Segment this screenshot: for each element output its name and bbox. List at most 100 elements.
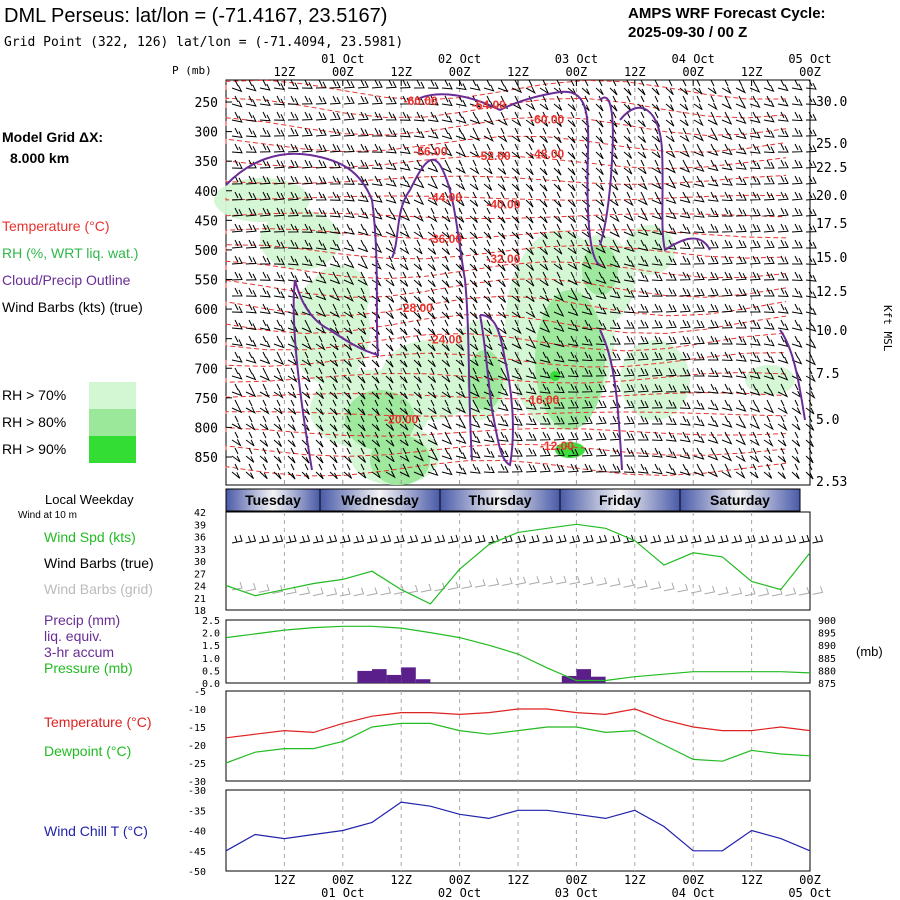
pressure-right-tick: 895 — [818, 629, 836, 640]
wind-barb — [707, 175, 719, 187]
wind-barb — [483, 159, 493, 175]
wind-barb — [581, 79, 590, 95]
wind-barb — [525, 191, 534, 208]
wind-barb — [609, 303, 621, 314]
wind-barb — [610, 463, 621, 473]
wind-barb — [736, 319, 747, 329]
wind-barb — [749, 351, 761, 363]
wind-barb — [651, 367, 663, 377]
wind-barb — [609, 447, 621, 457]
windchill-tick: -35 — [188, 806, 206, 817]
wind-barb — [343, 319, 353, 335]
wind-barb — [483, 271, 492, 288]
wind-barb — [609, 207, 620, 223]
wind-barb — [497, 79, 509, 93]
wind-barb — [651, 399, 663, 409]
wind-barb — [693, 271, 705, 281]
wind-barb — [259, 191, 271, 201]
wind-barb — [679, 351, 691, 361]
surface-wind-barb — [758, 534, 770, 544]
wind-barb — [805, 271, 817, 282]
cloud-outline-path — [599, 329, 623, 471]
wind-barbs-upper — [231, 79, 817, 480]
wind-barb — [791, 287, 803, 298]
wind-spd-tick: 36 — [194, 533, 206, 544]
wind-barb — [539, 447, 551, 457]
top-date-label: 04 Oct — [672, 52, 715, 66]
bottom-date-label: 02 Oct — [438, 886, 481, 900]
wind-barb — [343, 287, 354, 303]
wind-barb — [609, 223, 621, 238]
wind-barb — [455, 287, 464, 304]
grid-wind-barb — [393, 585, 405, 595]
wind-barb — [497, 111, 508, 127]
wind-barb — [315, 159, 327, 169]
grid-wind-barb — [555, 575, 567, 585]
grid-wind-barb — [461, 580, 473, 589]
wind-spd-tick: 39 — [194, 520, 206, 531]
wind-barb — [749, 159, 761, 170]
wind-barb — [665, 175, 677, 189]
wind-barb — [609, 95, 618, 112]
wind-barb — [231, 271, 243, 281]
wind-barb — [511, 191, 520, 208]
wind-barb — [777, 95, 789, 107]
wind-barb — [245, 447, 255, 463]
pressure-tick-label: 450 — [195, 214, 218, 229]
wind-barb — [693, 383, 705, 394]
wind-barb — [679, 79, 689, 95]
wind-barb — [441, 223, 451, 239]
wind-barb — [315, 207, 327, 217]
wind-barb — [427, 239, 437, 255]
wind-barb — [595, 431, 607, 441]
weekday-label: Wednesday — [341, 492, 419, 508]
wind-barb — [595, 399, 607, 409]
wind-barb — [665, 223, 677, 235]
wind-barb — [791, 223, 803, 233]
wind-barb — [777, 463, 786, 480]
series-line-Wind Chill T (°C) — [225, 801, 811, 852]
wind-barb — [329, 415, 338, 432]
surface-wind-barbs — [231, 534, 824, 544]
wind-barb — [273, 111, 285, 121]
wind-barb — [399, 287, 408, 303]
grid-wind-barb — [596, 577, 608, 586]
wind-barb — [791, 431, 801, 447]
wind-barb — [735, 367, 747, 379]
precip-bar — [576, 669, 591, 683]
wind-barb — [273, 159, 285, 169]
wind-barb — [623, 431, 635, 441]
wind-barb — [595, 367, 607, 377]
wind-barb — [708, 351, 719, 361]
wind-barb — [539, 351, 551, 364]
wind-barb — [483, 175, 493, 191]
wind-barb — [399, 399, 409, 415]
surface-wind-barb — [515, 534, 527, 544]
wind-barb — [539, 431, 551, 441]
wind-barb — [623, 415, 635, 425]
wind-barb — [567, 447, 579, 457]
wind-barb — [315, 255, 327, 267]
wind-barb — [357, 127, 369, 137]
wind-barb — [399, 207, 411, 222]
wind-barb — [413, 111, 425, 122]
wind-barb — [553, 431, 565, 441]
panel-3 — [225, 789, 811, 872]
wind-barb — [483, 319, 493, 335]
wind-barb — [567, 351, 579, 362]
wind-barb — [427, 255, 436, 271]
wind-barb — [707, 111, 719, 126]
wind-barb — [343, 431, 352, 448]
wind-barb — [511, 415, 523, 426]
wind-barb — [763, 207, 775, 217]
wind-barb — [805, 447, 814, 464]
wind-barb — [791, 95, 803, 106]
wind-barb — [469, 191, 479, 207]
precip-tick: 1.0 — [202, 654, 220, 665]
wind-barb — [693, 207, 705, 218]
wind-barb — [329, 287, 341, 302]
wind-barb — [343, 367, 352, 384]
bottom-date-label: 01 Oct — [321, 886, 364, 900]
wind-barb — [343, 399, 352, 416]
wind-barb — [623, 207, 635, 222]
